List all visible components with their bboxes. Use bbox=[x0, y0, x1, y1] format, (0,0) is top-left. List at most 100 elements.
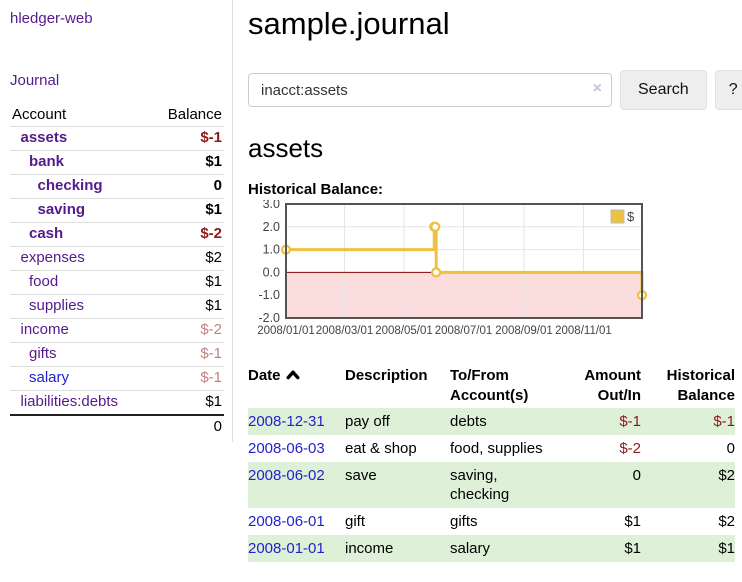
register-row[interactable]: 2008-12-31 pay off debts $-1 $-1 bbox=[248, 408, 735, 435]
main-content: sample.journal × Search ? assets Histori… bbox=[233, 0, 742, 582]
sidebar-account-link[interactable]: supplies bbox=[29, 297, 85, 314]
register-description-cell: income bbox=[345, 540, 394, 557]
sidebar-account-balance: $-2 bbox=[149, 222, 224, 247]
register-header-date[interactable]: Date bbox=[248, 364, 345, 408]
chart-title: Historical Balance: bbox=[248, 181, 384, 198]
sidebar-account-row: gifts $-1 bbox=[10, 342, 224, 367]
transaction-date-link[interactable]: 2008-12-31 bbox=[248, 413, 325, 430]
sidebar-account-link[interactable]: gifts bbox=[29, 345, 57, 362]
register-accounts-cell: saving, checking bbox=[450, 467, 510, 503]
accounts-total-value: 0 bbox=[149, 414, 224, 439]
search-input[interactable] bbox=[248, 73, 612, 107]
sidebar-account-balance: $1 bbox=[149, 198, 224, 223]
sidebar: hledger-web Journal Account Balance asse… bbox=[0, 0, 233, 442]
sidebar-account-link[interactable]: assets bbox=[20, 129, 68, 146]
register-header-date-label: Date bbox=[248, 367, 281, 384]
accounts-total-spacer bbox=[10, 414, 150, 439]
register-balance-cell: $-1 bbox=[713, 413, 735, 430]
svg-text:2008/09/01: 2008/09/01 bbox=[495, 325, 553, 337]
search-button[interactable]: Search bbox=[620, 70, 707, 110]
transaction-date-link[interactable]: 2008-06-02 bbox=[248, 467, 325, 484]
search-box: × bbox=[248, 73, 612, 107]
sidebar-account-link[interactable]: cash bbox=[29, 225, 64, 242]
sidebar-account-row: expenses $2 bbox=[10, 246, 224, 271]
register-header-row: Date Description To/From Account(s) Amou… bbox=[248, 364, 735, 408]
svg-text:2008/01/01: 2008/01/01 bbox=[257, 325, 315, 337]
transaction-date-link[interactable]: 2008-01-01 bbox=[248, 540, 325, 557]
sidebar-account-row: cash $-2 bbox=[10, 222, 224, 247]
register-row[interactable]: 2008-01-01 income salary $1 $1 bbox=[248, 535, 735, 562]
register-row[interactable]: 2008-06-02 save saving, checking 0 $2 bbox=[248, 462, 735, 508]
sidebar-account-link[interactable]: income bbox=[20, 321, 69, 338]
svg-text:1.0: 1.0 bbox=[263, 243, 280, 257]
register-balance-cell: $2 bbox=[718, 513, 735, 530]
svg-text:3.0: 3.0 bbox=[263, 200, 280, 211]
register-description-cell: gift bbox=[345, 513, 366, 530]
sidebar-account-link[interactable]: food bbox=[29, 273, 59, 290]
svg-text:-2.0: -2.0 bbox=[258, 311, 280, 325]
register-amount-cell: $-1 bbox=[619, 413, 641, 430]
sidebar-account-balance: $2 bbox=[149, 246, 224, 271]
register-row[interactable]: 2008-06-01 gift gifts $1 $2 bbox=[248, 508, 735, 535]
register-amount-cell: 0 bbox=[632, 467, 641, 484]
sidebar-account-balance: $1 bbox=[149, 390, 224, 416]
brand-link[interactable]: hledger-web bbox=[10, 10, 93, 27]
svg-text:2.0: 2.0 bbox=[263, 220, 280, 234]
register-amount-cell: $-2 bbox=[619, 440, 641, 457]
sort-ascending-icon bbox=[286, 370, 300, 380]
register-amount-cell: $1 bbox=[624, 513, 641, 530]
register-balance-cell: $1 bbox=[718, 540, 735, 557]
register-date-cell: 2008-01-01 bbox=[248, 535, 345, 562]
register-date-cell: 2008-06-03 bbox=[248, 435, 345, 462]
svg-text:2008/07/01: 2008/07/01 bbox=[435, 325, 493, 337]
accounts-header-row: Account Balance bbox=[10, 104, 224, 127]
register-accounts-cell: debts bbox=[450, 413, 487, 430]
register-balance-cell: 0 bbox=[726, 440, 735, 457]
register-row[interactable]: 2008-06-03 eat & shop food, supplies $-2 0 bbox=[248, 435, 735, 462]
svg-text:2008/05/01: 2008/05/01 bbox=[375, 325, 433, 337]
clear-search-icon[interactable]: × bbox=[592, 80, 602, 97]
sidebar-account-row: checking 0 bbox=[10, 174, 224, 199]
register-balance-cell: $2 bbox=[718, 467, 735, 484]
account-heading: assets bbox=[248, 133, 324, 163]
historical-balance-chart[interactable]: $3.0 2.0 1.0 0.0 -1.0 -2.0 2008/01/01 2008/03/0… bbox=[248, 197, 742, 352]
sidebar-account-link[interactable]: checking bbox=[37, 177, 103, 194]
sidebar-account-balance: $1 bbox=[149, 270, 224, 295]
register-table: Date Description To/From Account(s) Amou… bbox=[248, 364, 735, 562]
register-header-accounts: To/From Account(s) bbox=[450, 367, 529, 404]
svg-text:2008/03/01: 2008/03/01 bbox=[316, 325, 374, 337]
svg-text:0.0: 0.0 bbox=[263, 265, 280, 279]
transaction-date-link[interactable]: 2008-06-01 bbox=[248, 513, 325, 530]
register-description-cell: eat & shop bbox=[345, 440, 417, 457]
accounts-table: Account Balance assets $-1 bank $1 checking 0… bbox=[10, 104, 224, 439]
transaction-date-link[interactable]: 2008-06-03 bbox=[248, 440, 325, 457]
sidebar-account-row: liabilities:debts $1 bbox=[10, 390, 224, 416]
accounts-header-balance: Balance bbox=[149, 104, 224, 127]
nav-journal-link[interactable]: Journal bbox=[10, 72, 60, 89]
sidebar-account-balance: $-1 bbox=[149, 342, 224, 367]
sidebar-account-balance: $-1 bbox=[149, 366, 224, 391]
sidebar-account-row: supplies $1 bbox=[10, 294, 224, 319]
sidebar-account-row: salary $-1 bbox=[10, 366, 224, 391]
sidebar-account-row: bank $1 bbox=[10, 150, 224, 175]
sidebar-account-link[interactable]: liabilities:debts bbox=[20, 393, 119, 410]
svg-text:$: $ bbox=[627, 209, 635, 224]
sidebar-account-row: food $1 bbox=[10, 270, 224, 295]
sidebar-account-link[interactable]: expenses bbox=[20, 249, 85, 266]
sidebar-account-link[interactable]: saving bbox=[37, 201, 86, 218]
page-title: sample.journal bbox=[248, 6, 450, 41]
register-date-cell: 2008-06-01 bbox=[248, 508, 345, 535]
sidebar-account-row: saving $1 bbox=[10, 198, 224, 223]
register-amount-cell: $1 bbox=[624, 540, 641, 557]
sidebar-account-balance: 0 bbox=[149, 174, 224, 199]
sidebar-account-row: income $-2 bbox=[10, 318, 224, 343]
help-button[interactable]: ? bbox=[714, 70, 742, 110]
sidebar-account-balance: $-1 bbox=[149, 126, 224, 151]
sidebar-account-balance: $1 bbox=[149, 294, 224, 319]
accounts-total-row: 0 bbox=[10, 414, 224, 439]
sidebar-account-link[interactable]: bank bbox=[29, 153, 65, 170]
sidebar-account-balance: $1 bbox=[149, 150, 224, 175]
sidebar-account-link[interactable]: salary bbox=[29, 369, 70, 386]
register-header-description: Description bbox=[345, 367, 428, 384]
